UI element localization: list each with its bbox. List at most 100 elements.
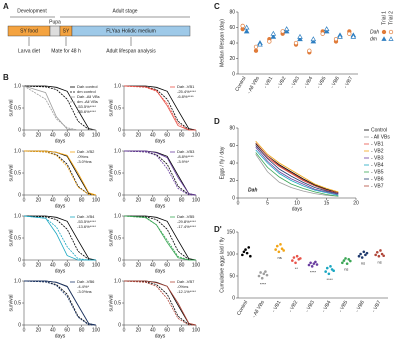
series-line bbox=[255, 146, 339, 195]
point bbox=[282, 249, 285, 252]
y-tick-label: 1.0 bbox=[14, 83, 21, 89]
y-tick-label: 0 bbox=[118, 257, 121, 263]
x-tick-label: 100 bbox=[192, 327, 201, 333]
y-tick-label: 1.0 bbox=[14, 148, 21, 154]
point bbox=[247, 246, 251, 249]
point bbox=[297, 36, 303, 42]
x-axis-label: days bbox=[55, 268, 66, 274]
x-tick-label: - All VBs bbox=[246, 75, 261, 95]
legend-swatch bbox=[381, 29, 387, 35]
y-tick-label: 1.0 bbox=[114, 278, 121, 284]
x-tick-label: 40 bbox=[50, 262, 56, 268]
x-tick-label: - VB7 bbox=[371, 299, 383, 313]
stat-label: ** bbox=[295, 266, 299, 271]
x-tick-label: 60 bbox=[64, 262, 70, 268]
series-line bbox=[123, 215, 196, 261]
x-tick-label: - VB3 bbox=[304, 299, 316, 313]
y-tick-label: 0.5 bbox=[114, 300, 121, 306]
point bbox=[364, 253, 367, 257]
y-tick-label: 1.0 bbox=[114, 148, 121, 154]
point bbox=[327, 272, 331, 276]
annotation: -0%ns bbox=[177, 284, 188, 289]
annotation: -12.1%**** bbox=[177, 289, 196, 294]
point bbox=[245, 251, 249, 255]
point bbox=[357, 254, 361, 258]
x-axis-label: days bbox=[55, 138, 66, 144]
series-line bbox=[23, 150, 97, 196]
x-tick-label: 0 bbox=[23, 327, 26, 333]
y-axis-label: survival bbox=[108, 295, 114, 312]
point bbox=[341, 261, 344, 265]
series-line bbox=[23, 215, 97, 261]
x-tick-label: 0 bbox=[23, 197, 26, 203]
x-tick-label: 60 bbox=[64, 197, 70, 203]
x-tick-label: 60 bbox=[64, 132, 70, 138]
y-tick-label: 1.0 bbox=[14, 213, 21, 219]
x-tick-label: 40 bbox=[150, 132, 156, 138]
x-tick-label: 0 bbox=[23, 132, 26, 138]
point bbox=[345, 262, 349, 265]
stat-label: ns bbox=[278, 255, 282, 260]
label: Pupa bbox=[49, 19, 61, 25]
x-tick-label: 80 bbox=[179, 197, 185, 203]
x-tick-label: 80 bbox=[179, 132, 185, 138]
point bbox=[280, 29, 285, 34]
panel-label: D bbox=[214, 117, 220, 126]
stat-label: **** bbox=[260, 281, 267, 286]
y-tick-label: 80 bbox=[229, 125, 235, 131]
x-tick-label: - VB4 bbox=[303, 75, 315, 89]
point bbox=[293, 40, 299, 46]
point bbox=[374, 253, 377, 257]
x-tick-label: - VB1 bbox=[263, 75, 275, 89]
point bbox=[253, 44, 259, 50]
y-tick-label: 100 bbox=[227, 251, 236, 257]
label: Larva diet bbox=[18, 48, 41, 54]
point bbox=[241, 253, 244, 257]
annotation: -0%ns bbox=[77, 154, 88, 159]
x-tick-label: 40 bbox=[50, 327, 56, 333]
y-tick-label: 1.0 bbox=[114, 213, 121, 219]
series-line bbox=[123, 85, 196, 131]
point bbox=[283, 28, 290, 34]
legend-label: Dah -VB7 bbox=[177, 279, 195, 284]
series-line bbox=[124, 215, 197, 261]
x-tick-label: - VB7 bbox=[343, 75, 355, 89]
y-tick-label: 60 bbox=[229, 143, 235, 149]
label: Development bbox=[17, 8, 47, 14]
stat-label: ns bbox=[378, 259, 382, 264]
point bbox=[380, 252, 384, 256]
y-tick-label: 0 bbox=[232, 71, 235, 77]
y-tick-label: 0 bbox=[18, 257, 21, 263]
legend-label: Trial 1 bbox=[381, 11, 387, 25]
label: Adult lifespan analysis bbox=[106, 48, 156, 54]
point bbox=[270, 33, 277, 39]
series-line bbox=[23, 85, 96, 131]
x-tick-label: 100 bbox=[92, 197, 101, 203]
x-tick-label: - VB1 bbox=[271, 299, 283, 313]
x-tick-label: 80 bbox=[79, 327, 85, 333]
x-axis-label: days bbox=[155, 203, 166, 209]
x-tick-label: - VB6 bbox=[329, 75, 341, 89]
point bbox=[310, 265, 314, 268]
legend-label: - All VBs bbox=[371, 134, 390, 140]
x-axis-label: days bbox=[55, 333, 66, 339]
legend-label: dm -All VBs bbox=[77, 99, 98, 104]
x-tick-label: 40 bbox=[50, 132, 56, 138]
y-tick-label: 40 bbox=[229, 40, 235, 46]
series-line bbox=[23, 280, 96, 326]
x-tick-label: 60 bbox=[64, 327, 70, 333]
stat-label: **** bbox=[327, 277, 334, 282]
point bbox=[342, 259, 346, 262]
label: SY food bbox=[20, 28, 38, 34]
x-tick-label: 0 bbox=[23, 262, 26, 268]
y-tick-label: 0 bbox=[118, 322, 121, 328]
series-line bbox=[255, 142, 339, 194]
annotation: -3.0%ns bbox=[77, 159, 92, 164]
series-line bbox=[255, 140, 339, 193]
point bbox=[244, 248, 247, 251]
annotation: -35.6%**** bbox=[77, 109, 96, 114]
series-line bbox=[24, 150, 97, 196]
x-tick-label: Control bbox=[236, 300, 249, 317]
y-tick-label: 80 bbox=[229, 9, 235, 15]
y-tick-label: 50 bbox=[229, 273, 235, 279]
